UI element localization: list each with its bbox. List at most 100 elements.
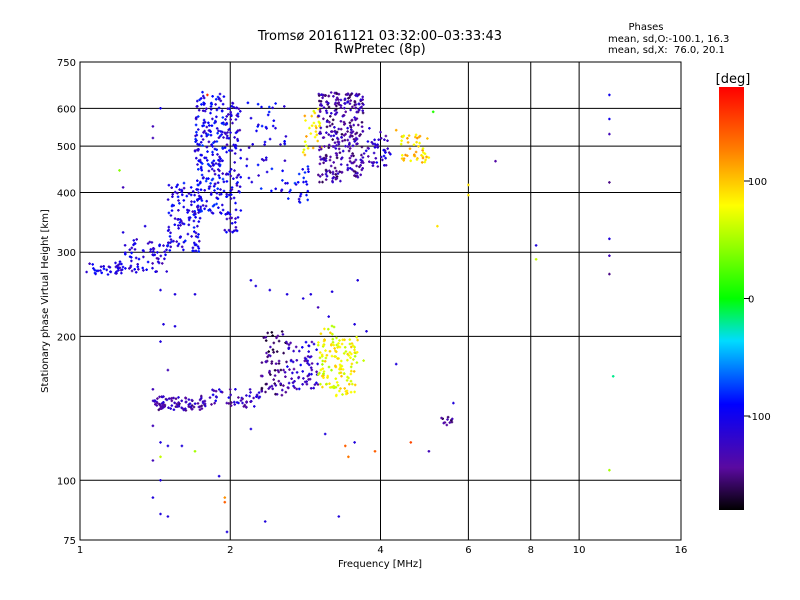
data-point	[341, 393, 344, 396]
data-point	[346, 358, 349, 362]
data-point	[332, 325, 336, 329]
data-point	[343, 372, 346, 375]
data-point	[268, 137, 272, 141]
data-point	[202, 118, 206, 122]
data-point	[219, 157, 222, 160]
data-point	[324, 356, 328, 360]
data-point	[167, 397, 171, 400]
data-point	[333, 166, 337, 170]
data-point	[228, 217, 232, 220]
data-point	[306, 198, 309, 202]
data-point	[340, 170, 344, 174]
data-point	[204, 156, 208, 160]
data-point	[401, 135, 405, 139]
data-point	[335, 177, 339, 180]
data-point	[207, 129, 211, 132]
data-point	[349, 372, 353, 376]
data-point	[318, 351, 322, 354]
data-point	[321, 363, 324, 366]
data-point	[352, 358, 355, 361]
data-point	[366, 146, 370, 150]
data-point	[346, 100, 349, 104]
data-point	[382, 148, 385, 152]
data-point	[327, 327, 330, 331]
data-point	[307, 350, 310, 353]
data-point	[118, 169, 121, 172]
data-point	[334, 394, 338, 398]
data-point	[344, 102, 347, 105]
data-point	[339, 120, 343, 123]
data-point	[353, 345, 356, 349]
data-point	[337, 515, 341, 518]
data-point	[346, 93, 349, 96]
data-point	[295, 371, 299, 374]
data-point	[335, 350, 338, 353]
data-point	[194, 137, 197, 141]
data-point	[196, 163, 199, 166]
data-point	[177, 242, 181, 246]
data-point	[228, 170, 232, 174]
data-point	[220, 212, 223, 215]
data-point	[221, 208, 225, 212]
data-point	[189, 193, 193, 197]
data-point	[274, 392, 277, 396]
data-point	[608, 93, 611, 97]
data-point	[328, 158, 332, 162]
data-point	[348, 342, 352, 346]
data-point	[200, 134, 203, 138]
data-point	[241, 397, 244, 401]
data-point	[350, 168, 354, 171]
data-point	[219, 188, 222, 191]
data-point	[272, 351, 275, 354]
data-point	[197, 197, 201, 200]
data-point	[198, 398, 202, 402]
data-point	[229, 404, 233, 407]
data-point	[269, 354, 272, 358]
data-point	[289, 341, 292, 345]
data-point	[360, 121, 364, 124]
data-point	[327, 365, 331, 369]
data-point	[121, 265, 125, 269]
data-point	[221, 102, 225, 106]
data-point	[328, 386, 332, 389]
data-point	[310, 340, 314, 344]
data-point	[130, 251, 133, 255]
data-point	[225, 180, 229, 183]
data-point	[367, 155, 370, 158]
data-point	[276, 334, 280, 338]
data-point	[274, 384, 278, 387]
data-point	[211, 117, 214, 121]
data-point	[312, 386, 315, 390]
data-point	[245, 394, 248, 397]
data-point	[154, 403, 157, 406]
data-point	[194, 249, 198, 253]
data-point	[270, 167, 274, 171]
data-point	[207, 177, 210, 180]
data-point	[494, 159, 497, 163]
data-point	[206, 93, 209, 97]
data-point	[196, 99, 199, 103]
data-point	[353, 116, 356, 119]
data-point	[361, 156, 365, 159]
data-point	[406, 141, 410, 144]
data-point	[196, 235, 200, 239]
data-point	[350, 345, 353, 349]
data-point	[355, 361, 359, 364]
data-point	[173, 401, 176, 405]
data-point	[303, 171, 307, 174]
data-point	[467, 193, 470, 197]
data-point	[210, 143, 213, 146]
data-point	[294, 183, 298, 186]
data-point	[301, 383, 304, 386]
data-point	[298, 387, 301, 391]
data-point	[213, 401, 216, 405]
data-point	[340, 156, 344, 159]
data-point	[120, 262, 123, 266]
data-point	[224, 118, 227, 121]
data-point	[178, 202, 181, 205]
data-point	[232, 177, 235, 180]
data-point	[201, 138, 205, 141]
data-point	[198, 98, 201, 102]
data-point	[211, 393, 215, 397]
data-point	[347, 455, 350, 459]
